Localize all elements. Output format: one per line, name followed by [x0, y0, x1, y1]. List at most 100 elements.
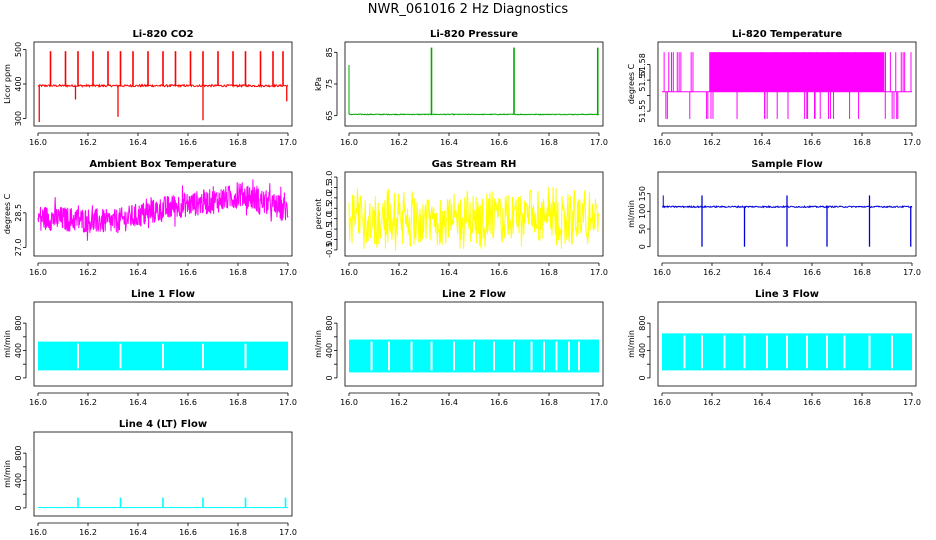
y-tick-label: 400: [325, 343, 334, 358]
y-axis-label: ml/min: [3, 330, 12, 358]
y-tick-label: 800: [14, 315, 23, 330]
y-tick-label: 0: [14, 375, 23, 380]
x-tick-label: 16.8: [540, 138, 558, 147]
y-tick-label: 150: [638, 186, 647, 201]
y-tick-label: 0: [638, 375, 647, 380]
plot-frame: [33, 431, 293, 517]
x-tick-label: 16.6: [803, 268, 821, 277]
x-tick-label: 16.4: [753, 398, 771, 407]
x-tick-label: 16.2: [390, 398, 408, 407]
x-tick-label: 16.6: [179, 268, 197, 277]
x-tick-label: 16.4: [129, 528, 147, 537]
x-tick-label: 17.0: [903, 268, 921, 277]
y-tick-label: 51.58: [638, 53, 647, 76]
y-tick-label: 800: [325, 315, 334, 330]
plot-frame: [33, 301, 293, 387]
plot-frame: [344, 41, 604, 127]
x-tick-label: 16.6: [490, 268, 508, 277]
plot-frame: [33, 171, 293, 257]
y-tick-label: -0.5: [325, 242, 334, 258]
x-tick-label: 16.6: [179, 528, 197, 537]
x-tick-label: 16.2: [703, 398, 721, 407]
panel-title: Sample Flow: [751, 159, 823, 170]
x-tick-label: 17.0: [903, 398, 921, 407]
x-tick-label: 16.6: [803, 398, 821, 407]
x-tick-label: 16.0: [340, 138, 358, 147]
y-tick-label: 800: [638, 315, 647, 330]
y-axis-label: kPa: [314, 77, 323, 91]
data-trace: [348, 186, 600, 252]
x-tick-label: 17.0: [279, 528, 297, 537]
x-tick-label: 16.0: [653, 138, 671, 147]
y-tick-label: 0.0: [325, 233, 334, 246]
x-tick-label: 16.0: [29, 528, 47, 537]
y-tick-label: 400: [638, 343, 647, 358]
data-trace: [38, 341, 288, 371]
panel-title: Line 2 Flow: [442, 289, 506, 300]
plot-frame: [33, 41, 293, 127]
y-tick-label: 28.5: [14, 204, 23, 222]
plot-frame: [657, 301, 917, 387]
x-tick-label: 16.0: [29, 268, 47, 277]
x-tick-label: 16.6: [490, 398, 508, 407]
y-tick-label: 2.5: [325, 181, 334, 194]
y-tick-label: 3.0: [325, 171, 334, 184]
x-tick-label: 16.6: [490, 138, 508, 147]
x-tick-label: 16.2: [79, 268, 97, 277]
axes: [334, 301, 604, 396]
axes: [647, 41, 917, 136]
x-tick-label: 17.0: [279, 138, 297, 147]
x-tick-label: 16.4: [440, 138, 458, 147]
x-tick-label: 17.0: [279, 268, 297, 277]
plot-frame: [657, 41, 917, 127]
data-trace: [37, 51, 289, 122]
y-tick-label: 0.5: [325, 223, 334, 236]
x-tick-label: 16.2: [703, 138, 721, 147]
x-tick-label: 16.4: [440, 398, 458, 407]
x-tick-label: 16.8: [229, 138, 247, 147]
panel-title: Line 3 Flow: [755, 289, 819, 300]
y-tick-label: 300: [14, 111, 23, 126]
x-tick-label: 16.0: [340, 398, 358, 407]
axes: [23, 171, 293, 266]
axes: [23, 301, 293, 396]
series-line: [37, 179, 289, 241]
axes: [334, 171, 604, 266]
y-tick-label: 2.0: [325, 191, 334, 204]
y-axis-label: percent: [314, 199, 323, 230]
axes: [334, 41, 604, 136]
x-tick-label: 17.0: [590, 398, 608, 407]
panel-title: Gas Stream RH: [432, 159, 517, 170]
y-tick-label: 400: [14, 473, 23, 488]
y-tick-label: 0: [325, 375, 334, 380]
panel-temp: Li-820 Temperature 51.55 51.5751.58degrees…: [627, 29, 921, 147]
y-axis-label: ml/min: [314, 330, 323, 358]
y-tick-label: 0: [638, 244, 647, 249]
y-tick-label: 51.57: [638, 69, 647, 92]
data-trace: [37, 179, 289, 241]
y-axis-label: Licor ppm: [3, 64, 12, 104]
y-tick-label: 75: [325, 79, 334, 89]
x-tick-label: 16.8: [853, 138, 871, 147]
y-tick-label: 400: [14, 76, 23, 91]
x-tick-label: 16.2: [390, 138, 408, 147]
y-tick-label: 400: [14, 343, 23, 358]
x-tick-label: 16.2: [79, 528, 97, 537]
x-tick-label: 16.8: [540, 268, 558, 277]
y-tick-label: 50: [638, 224, 647, 234]
x-tick-label: 16.4: [753, 138, 771, 147]
panel-title: Li-820 Temperature: [732, 29, 842, 40]
x-tick-label: 16.6: [803, 138, 821, 147]
series-line: [348, 186, 600, 252]
y-tick-label: 51.55: [638, 100, 647, 123]
x-tick-label: 16.4: [129, 268, 147, 277]
y-tick-label: 100: [638, 204, 647, 219]
x-tick-label: 16.0: [653, 268, 671, 277]
y-tick-label: 27.0: [14, 238, 23, 256]
